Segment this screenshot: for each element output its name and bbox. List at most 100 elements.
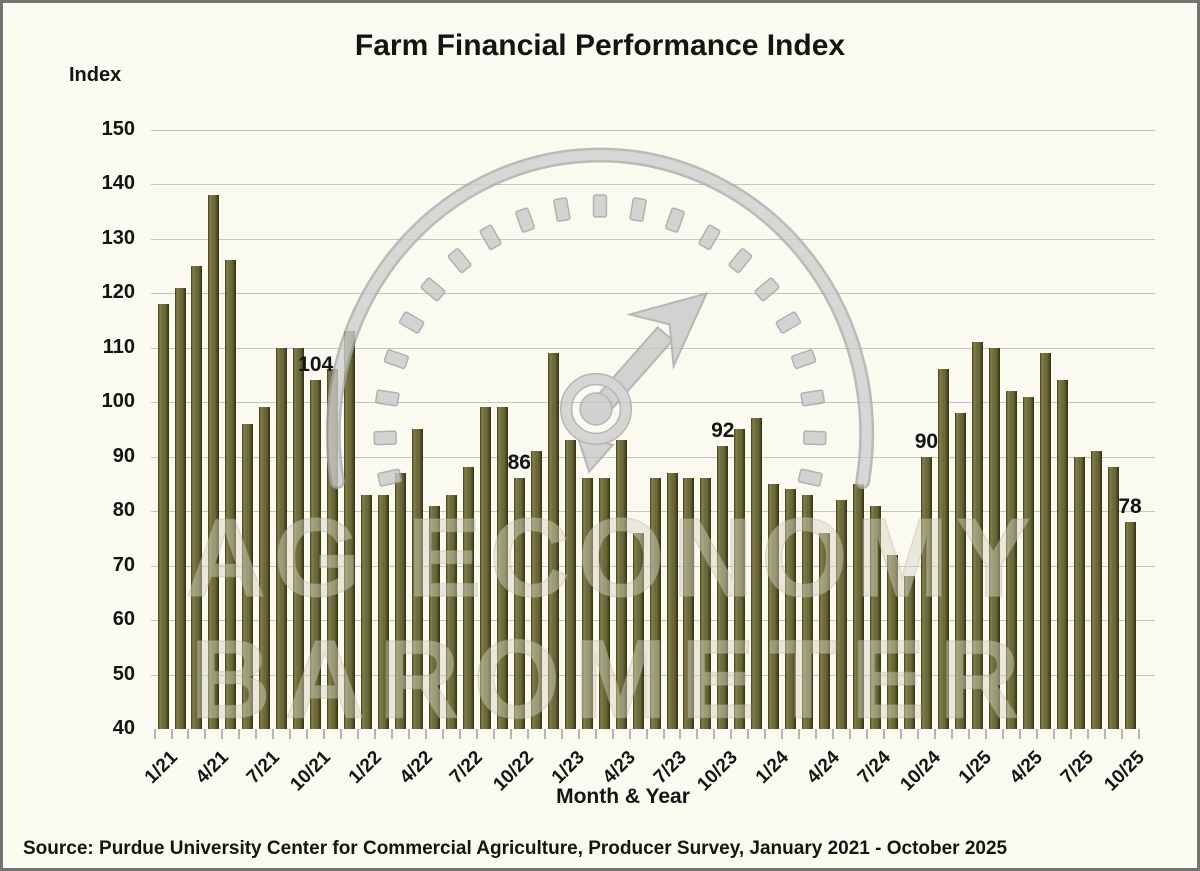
bar-8/22 xyxy=(479,407,491,729)
bar-5/24 xyxy=(836,500,848,729)
gridline-120 xyxy=(151,293,1155,294)
bar-8/24 xyxy=(887,554,898,729)
bar-3/25 xyxy=(1005,391,1017,729)
bar-12/24 xyxy=(954,412,966,729)
bar-10/21 xyxy=(310,380,322,729)
bar-6/25 xyxy=(1056,380,1068,729)
bar-9/24 xyxy=(904,576,915,729)
y-tick-label-40: 40 xyxy=(112,717,135,739)
x-axis-tick xyxy=(374,729,376,739)
x-axis-tick xyxy=(543,729,546,739)
x-axis-tick xyxy=(984,729,987,739)
bar-2/22 xyxy=(378,494,389,729)
y-tick-label-150: 150 xyxy=(101,117,135,140)
chart-title: Farm Financial Performance Index xyxy=(354,29,846,62)
y-tick-label-100: 100 xyxy=(101,390,135,412)
y-tick-label-140: 140 xyxy=(101,172,135,194)
y-tick-label-50: 50 xyxy=(112,662,135,685)
x-axis-tick xyxy=(730,729,733,739)
bar-7/24 xyxy=(870,505,881,729)
y-tick-label-120: 120 xyxy=(101,281,135,303)
x-axis-tick xyxy=(713,729,716,739)
bar-6/23 xyxy=(649,478,661,729)
x-axis-tick xyxy=(170,729,173,739)
bar-5/25 xyxy=(1039,352,1051,729)
bar-10/22 xyxy=(513,478,525,729)
x-axis-tick xyxy=(272,729,275,739)
x-axis-title: Month & Year xyxy=(556,785,690,808)
y-tick-label-110: 110 xyxy=(102,335,135,358)
bar-9/23 xyxy=(700,478,712,729)
bar-7/21 xyxy=(259,407,271,729)
bar-8/21 xyxy=(276,347,288,729)
x-axis-tick xyxy=(1001,729,1004,739)
x-axis-tick xyxy=(306,729,309,739)
x-axis-tick xyxy=(1120,729,1123,739)
bar-2/25 xyxy=(988,347,1000,729)
x-axis-tick xyxy=(204,729,207,739)
x-axis-tick xyxy=(1086,729,1089,739)
bar-11/22 xyxy=(530,451,542,729)
bar-6/22 xyxy=(445,494,457,729)
x-axis-tick xyxy=(475,729,478,739)
x-axis-tick xyxy=(577,729,580,739)
bar-6/24 xyxy=(853,483,865,730)
x-axis-tick xyxy=(662,729,665,739)
x-axis-tick xyxy=(1103,729,1106,739)
x-axis-tick xyxy=(1137,729,1140,739)
bar-9/25 xyxy=(1107,467,1119,729)
x-axis-tick xyxy=(153,729,156,739)
bar-11/24 xyxy=(937,369,949,729)
x-axis-tick xyxy=(1052,729,1055,739)
bar-3/22 xyxy=(395,472,406,729)
x-axis-tick xyxy=(645,729,648,739)
y-axis-title: Index xyxy=(69,64,122,86)
bar-3/23 xyxy=(598,478,610,729)
bar-10/23 xyxy=(717,445,729,729)
bar-7/22 xyxy=(462,467,474,729)
bar-11/21 xyxy=(327,369,339,729)
bar-9/22 xyxy=(496,407,508,729)
bar-1/22 xyxy=(361,494,373,729)
bar-value-label-10/22: 86 xyxy=(507,451,531,475)
x-axis-tick xyxy=(255,729,258,739)
bar-3/21 xyxy=(191,265,203,730)
x-axis-tick xyxy=(849,729,852,739)
bar-6/21 xyxy=(242,423,254,729)
bar-3/24 xyxy=(802,494,814,729)
x-axis-tick xyxy=(357,729,360,739)
x-axis-tick xyxy=(289,729,292,739)
source-note: Source: Purdue University Center for Com… xyxy=(23,838,1008,859)
x-axis-tick xyxy=(832,729,835,739)
x-axis-tick xyxy=(458,729,461,739)
bar-4/22 xyxy=(412,429,423,730)
bar-2/21 xyxy=(174,287,186,729)
bar-value-label-10/23: 92 xyxy=(711,418,735,442)
bar-1/25 xyxy=(971,342,983,729)
bar-12/22 xyxy=(547,352,559,729)
bar-2/24 xyxy=(785,489,797,729)
bar-value-label-10/24: 90 xyxy=(914,429,939,453)
x-axis-tick xyxy=(1069,729,1072,739)
x-axis-tick xyxy=(933,729,936,739)
bar-7/25 xyxy=(1073,456,1085,729)
x-axis-tick xyxy=(1035,729,1038,739)
bar-8/25 xyxy=(1090,451,1102,729)
x-axis-tick xyxy=(916,729,919,739)
bar-5/23 xyxy=(632,532,644,729)
x-axis-tick xyxy=(187,729,190,739)
x-axis-tick xyxy=(1018,729,1021,739)
x-axis-tick xyxy=(441,729,444,739)
x-axis-tick xyxy=(696,729,699,739)
y-tick-label-80: 80 xyxy=(112,499,135,521)
bar-10/24 xyxy=(920,456,932,729)
y-tick-label-90: 90 xyxy=(112,444,135,467)
bar-value-label-10/21: 104 xyxy=(298,353,334,377)
x-axis-tick xyxy=(340,729,343,739)
gridline-140 xyxy=(151,184,1155,185)
x-axis-tick xyxy=(950,729,953,739)
x-axis-tick xyxy=(798,729,801,739)
x-axis-tick xyxy=(628,729,631,739)
x-axis-tick xyxy=(526,729,529,739)
